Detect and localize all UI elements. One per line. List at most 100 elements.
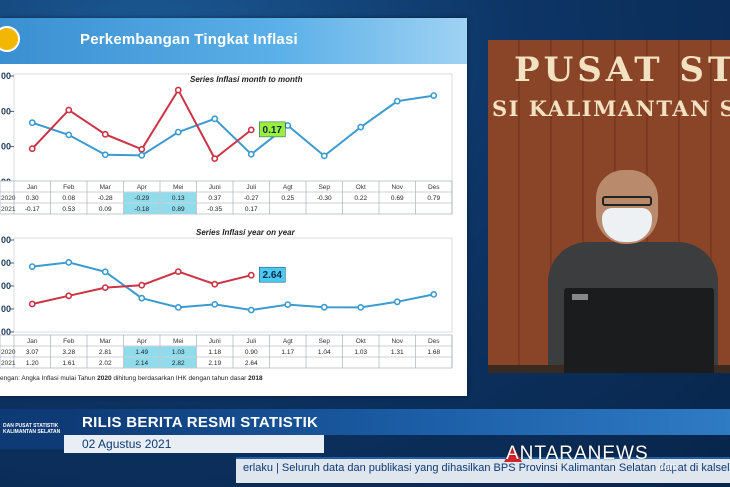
lower-third-logo-text: DAN PUSAT STATISTIK KALIMANTAN SELATAN <box>3 423 60 435</box>
y-tick-label: 00 <box>1 281 11 291</box>
data-point-2020 <box>65 131 73 139</box>
bps-logo-icon <box>0 26 20 52</box>
table-cell: 1.04 <box>318 349 331 356</box>
data-point-2020 <box>393 298 401 306</box>
table-highlight-cell <box>160 203 196 214</box>
antara-watermark: ANTARANEWS <box>506 443 649 464</box>
table-header-cell: Jan <box>27 184 38 191</box>
footnote-year-1: 2020 <box>97 375 112 382</box>
data-point-2021 <box>101 284 109 291</box>
table-header-cell: Agt <box>283 338 293 345</box>
chart-title: Series Inflasi year on year <box>196 228 296 237</box>
data-point-2020 <box>211 115 219 123</box>
table-cell: -0.27 <box>244 195 259 202</box>
table-cell: 1.03 <box>172 349 185 356</box>
table-cell: 0.79 <box>427 195 440 202</box>
footnote-year-2: 2018 <box>248 375 263 382</box>
y-tick-label: 00 <box>1 106 11 116</box>
data-point-2021 <box>65 106 73 114</box>
table-header-cell: Sep <box>318 184 330 191</box>
antara-watermark-suffix: .com <box>656 462 678 473</box>
table-header-cell: Juli <box>246 184 256 191</box>
table-highlight-cell <box>160 346 196 357</box>
table-highlight-cell <box>160 357 196 368</box>
speaker-video: PUSAT STA SI KALIMANTAN S <box>488 40 730 373</box>
table-cell: 2.82 <box>172 360 185 367</box>
data-point-2021 <box>247 126 255 134</box>
lower-third-subbar <box>64 435 324 453</box>
table-header-cell: Okt <box>356 338 366 345</box>
laptop-brand-icon <box>572 294 588 300</box>
data-point-2020 <box>357 304 365 311</box>
data-point-2020 <box>174 128 182 136</box>
table-highlight-cell <box>160 192 196 203</box>
series-line-2020 <box>32 261 434 312</box>
series-line-2020 <box>31 94 434 158</box>
data-point-2021 <box>28 145 36 153</box>
table-header-cell: Mei <box>173 184 183 191</box>
table-cell: 2.02 <box>99 360 112 367</box>
lower-third-logo: DAN PUSAT STATISTIK KALIMANTAN SELATAN <box>0 409 67 449</box>
data-point-2020 <box>430 92 438 100</box>
slide-title: Perkembangan Tingkat Inflasi <box>80 31 298 48</box>
wall-sign-line1: PUSAT STA <box>514 50 730 90</box>
table-cell: -0.18 <box>134 206 149 213</box>
data-point-2020 <box>174 304 182 311</box>
table-header-cell: Apr <box>137 184 148 191</box>
table-cell: 1.17 <box>281 349 294 356</box>
table-header-cell: Jan <box>27 338 38 345</box>
table-header-cell: Juni <box>209 338 221 345</box>
table-highlight-cell <box>124 192 160 203</box>
table-cell: 1.31 <box>391 349 404 356</box>
data-point-2020 <box>247 150 255 158</box>
table-cell: 0.09 <box>99 206 112 213</box>
data-point-2020 <box>65 259 73 266</box>
data-point-2021 <box>138 281 146 289</box>
data-point-2020 <box>101 151 109 159</box>
table-frame <box>0 180 453 215</box>
glasses-icon <box>602 196 652 206</box>
table-cell: 0.90 <box>245 349 258 356</box>
data-point-2020 <box>393 97 401 105</box>
data-point-2020 <box>138 151 146 159</box>
y-tick-label: 00 <box>1 304 11 314</box>
data-point-2021 <box>65 292 73 300</box>
data-point-2020 <box>357 123 365 131</box>
y-tick-label: 00 <box>1 235 11 245</box>
data-point-2021 <box>101 130 109 138</box>
logo-line1: DAN PUSAT STATISTIK <box>3 423 59 429</box>
table-cell: 1.20 <box>26 360 39 367</box>
table-row-label: 2020 <box>1 349 16 356</box>
table-highlight-cell <box>124 346 160 357</box>
antara-logo-icon <box>504 446 522 462</box>
wall-sign-line2: SI KALIMANTAN S <box>492 96 730 121</box>
table-highlight-cell <box>124 357 160 368</box>
footnote-prefix: engan: Angka Inflasi mulai Tahun <box>0 375 98 382</box>
table-cell: 0.17 <box>245 206 258 213</box>
data-point-2020 <box>101 268 109 276</box>
data-point-2020 <box>247 306 255 314</box>
data-point-2021 <box>174 268 182 275</box>
table-header-cell: Juli <box>246 338 256 345</box>
data-point-2020 <box>138 294 146 302</box>
table-cell: 0.89 <box>172 206 185 213</box>
face-mask-icon <box>602 208 652 242</box>
data-point-2021 <box>138 145 146 153</box>
table-header-cell: Mei <box>173 338 183 345</box>
table-cell: 1.61 <box>62 360 75 367</box>
table-header-cell: Okt <box>356 184 366 191</box>
table-cell: 3.28 <box>62 349 75 356</box>
table-cell: 2.64 <box>245 360 258 367</box>
lower-third-date: 02 Agustus 2021 <box>82 437 172 451</box>
table-cell: 1.03 <box>354 349 367 356</box>
data-point-2021 <box>211 155 219 163</box>
data-point-2021 <box>211 280 219 288</box>
callout-label: 2.64 <box>263 270 283 281</box>
table-header-cell: Mar <box>100 338 112 345</box>
table-cell: 0.37 <box>208 195 221 202</box>
chart-title: Series Inflasi month to month <box>190 75 303 84</box>
slide-header: Perkembangan Tingkat Inflasi <box>0 18 467 64</box>
table-cell: 2.14 <box>135 360 148 367</box>
table-header-cell: Juni <box>209 184 221 191</box>
